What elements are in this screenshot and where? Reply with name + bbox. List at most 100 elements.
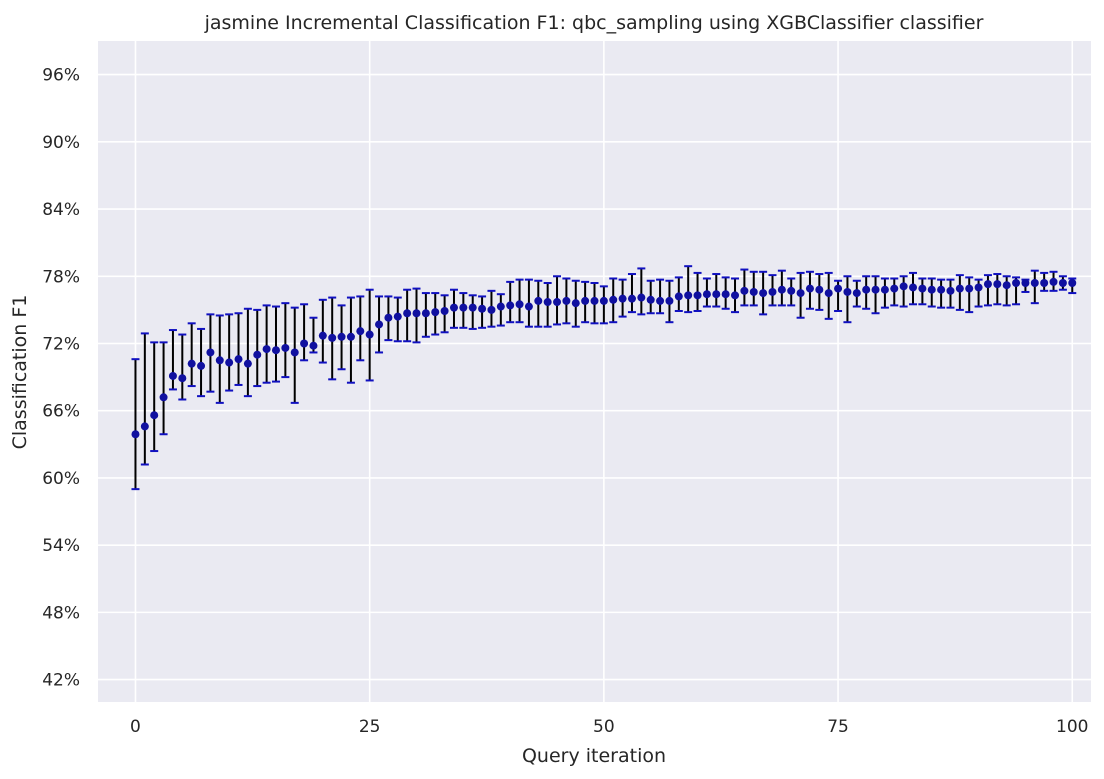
data-point bbox=[1021, 278, 1030, 287]
data-point bbox=[843, 287, 852, 296]
data-point bbox=[749, 287, 758, 296]
data-point bbox=[421, 309, 430, 318]
y-tick-label: 42% bbox=[42, 671, 80, 691]
data-point bbox=[684, 291, 693, 300]
data-point bbox=[206, 348, 215, 357]
x-tick-label: 50 bbox=[593, 717, 615, 737]
x-tick-label: 75 bbox=[827, 717, 849, 737]
data-point bbox=[253, 350, 262, 359]
data-point bbox=[225, 358, 234, 367]
data-point bbox=[168, 371, 177, 380]
x-tick-label: 25 bbox=[359, 717, 381, 737]
data-point bbox=[328, 333, 337, 342]
data-point bbox=[412, 309, 421, 318]
y-tick-label: 96% bbox=[42, 66, 80, 86]
data-point bbox=[337, 332, 346, 341]
data-point bbox=[731, 291, 740, 300]
data-point bbox=[759, 289, 768, 298]
data-points bbox=[131, 277, 1077, 439]
data-point bbox=[487, 305, 496, 314]
data-point bbox=[290, 348, 299, 357]
data-point bbox=[262, 345, 271, 354]
y-tick-label: 90% bbox=[42, 133, 80, 153]
data-point bbox=[646, 295, 655, 304]
data-point bbox=[1049, 277, 1058, 286]
data-point bbox=[459, 303, 468, 312]
data-point bbox=[590, 296, 599, 305]
x-tick-label: 100 bbox=[1056, 717, 1088, 737]
data-point bbox=[178, 374, 187, 383]
data-point bbox=[777, 285, 786, 294]
data-point bbox=[159, 393, 168, 402]
y-tick-label: 78% bbox=[42, 267, 80, 287]
data-point bbox=[721, 290, 730, 299]
data-point bbox=[553, 298, 562, 307]
data-point bbox=[506, 301, 515, 310]
y-axis-ticks: 42% 48% 54% 60% 66% 72% 78% 84% 90% 96% bbox=[42, 66, 80, 691]
data-point bbox=[1068, 278, 1077, 287]
data-point bbox=[871, 285, 880, 294]
data-point bbox=[543, 298, 552, 307]
data-point bbox=[515, 300, 524, 309]
data-point bbox=[974, 283, 983, 292]
data-point bbox=[356, 327, 365, 336]
data-point bbox=[468, 303, 477, 312]
data-point bbox=[880, 285, 889, 294]
x-axis-ticks: 0 25 50 75 100 bbox=[130, 717, 1088, 737]
data-point bbox=[1030, 278, 1039, 287]
data-point bbox=[693, 291, 702, 300]
plot-area bbox=[98, 41, 1091, 702]
error-bars bbox=[131, 265, 1077, 491]
data-point bbox=[1012, 278, 1021, 287]
y-tick-label: 72% bbox=[42, 334, 80, 354]
data-point bbox=[524, 302, 533, 311]
data-point bbox=[946, 286, 955, 295]
data-point bbox=[375, 320, 384, 329]
data-point bbox=[478, 304, 487, 313]
data-point bbox=[365, 330, 374, 339]
data-point bbox=[618, 294, 627, 303]
data-point bbox=[271, 346, 280, 355]
data-point bbox=[449, 303, 458, 312]
data-point bbox=[1058, 278, 1067, 287]
data-point bbox=[834, 284, 843, 293]
data-point bbox=[805, 284, 814, 293]
data-point bbox=[862, 285, 871, 294]
data-point bbox=[1002, 281, 1011, 290]
data-point bbox=[909, 283, 918, 292]
y-tick-label: 60% bbox=[42, 469, 80, 489]
data-point bbox=[740, 286, 749, 295]
data-point bbox=[440, 307, 449, 316]
data-point bbox=[768, 287, 777, 296]
y-tick-label: 84% bbox=[42, 200, 80, 220]
data-point bbox=[983, 280, 992, 289]
data-point bbox=[581, 296, 590, 305]
data-point bbox=[890, 284, 899, 293]
data-point bbox=[234, 355, 243, 364]
data-point bbox=[824, 289, 833, 298]
data-point bbox=[665, 296, 674, 305]
data-point bbox=[197, 361, 206, 370]
data-point bbox=[496, 302, 505, 311]
data-point bbox=[852, 289, 861, 298]
data-point bbox=[187, 359, 196, 368]
data-point bbox=[403, 309, 412, 318]
data-point bbox=[393, 312, 402, 321]
data-point bbox=[899, 282, 908, 291]
data-point bbox=[712, 290, 721, 299]
data-point bbox=[965, 284, 974, 293]
data-point bbox=[309, 341, 318, 350]
data-point bbox=[627, 294, 636, 303]
x-tick-label: 0 bbox=[130, 717, 141, 737]
data-point bbox=[534, 296, 543, 305]
data-point bbox=[702, 290, 711, 299]
data-point bbox=[787, 286, 796, 295]
data-point bbox=[937, 285, 946, 294]
data-point bbox=[993, 280, 1002, 289]
x-axis-label: Query iteration bbox=[522, 745, 666, 767]
y-tick-label: 66% bbox=[42, 402, 80, 422]
data-point bbox=[599, 296, 608, 305]
data-point bbox=[918, 284, 927, 293]
data-point bbox=[796, 289, 805, 298]
